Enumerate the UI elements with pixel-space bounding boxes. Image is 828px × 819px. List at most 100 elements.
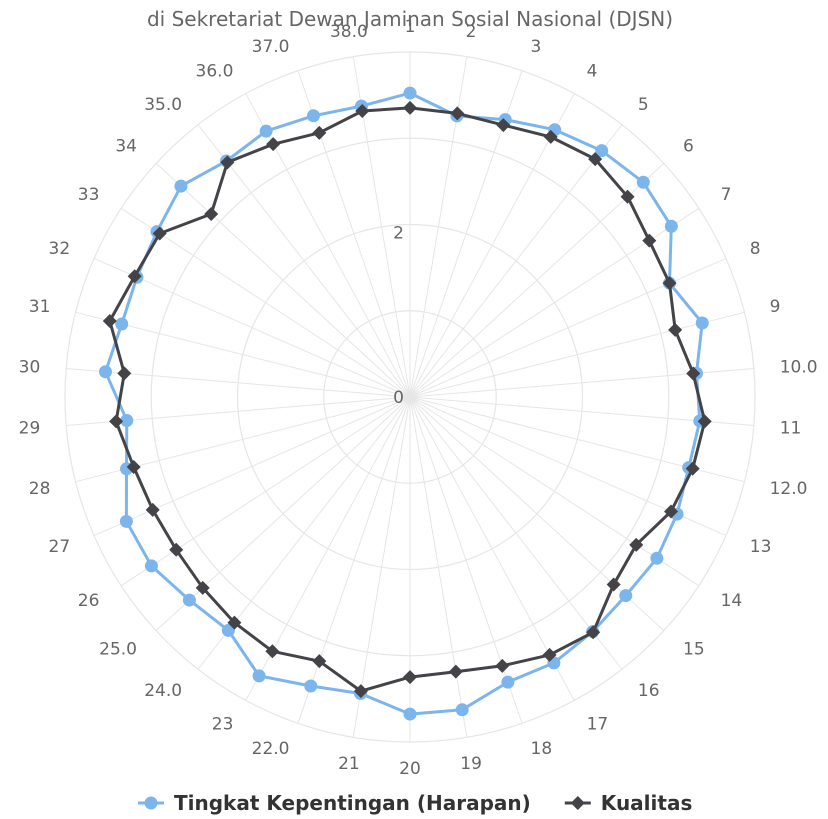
category-label: 34 (115, 137, 137, 157)
category-label: 24.0 (144, 681, 182, 701)
data-point (685, 461, 700, 476)
grid-spoke (155, 396, 411, 632)
category-label: 25.0 (99, 639, 137, 659)
data-point (606, 577, 621, 592)
data-point (306, 109, 320, 123)
category-label: 20 (399, 759, 421, 779)
chart-legend: Tingkat Kepentingan (Harapan) Kualitas (138, 791, 692, 815)
data-point (119, 514, 133, 528)
category-label: 7 (721, 185, 732, 205)
data-point (312, 654, 327, 669)
category-label: 10.0 (780, 357, 818, 377)
data-point (144, 559, 158, 573)
chart-grid (64, 51, 756, 743)
grid-spoke (409, 396, 700, 587)
data-point (145, 502, 160, 517)
data-point (636, 175, 650, 189)
data-point (265, 644, 280, 659)
data-point (98, 365, 112, 379)
legend-symbol (570, 796, 585, 810)
category-label: 14 (721, 591, 743, 611)
data-point (619, 589, 633, 603)
category-label: 32 (49, 239, 71, 259)
grid-spoke (297, 70, 411, 398)
data-point (664, 504, 679, 519)
legend-symbol (144, 796, 158, 810)
data-point (115, 317, 129, 331)
grid-spoke (409, 93, 575, 398)
grid-spoke (409, 396, 575, 701)
data-point (642, 233, 657, 248)
data-point (259, 124, 273, 138)
data-point (227, 615, 242, 630)
grid-spoke (409, 311, 745, 398)
category-label: 28 (29, 479, 51, 499)
grid-spoke (409, 396, 623, 670)
data-point (450, 106, 465, 121)
category-label: 26 (78, 591, 100, 611)
grid-spoke (409, 162, 665, 398)
data-point (455, 703, 469, 717)
category-label: 31 (29, 297, 51, 317)
grid-spoke (75, 311, 411, 398)
grid-spoke (297, 396, 411, 724)
category-label: 15 (683, 639, 705, 659)
category-label: 21 (338, 754, 360, 774)
radial-tick-labels: 02 (393, 224, 404, 408)
category-label: 11 (780, 419, 802, 439)
data-point (695, 316, 709, 330)
grid-spoke (352, 396, 411, 738)
category-label: 4 (587, 62, 598, 82)
category-label: 13 (750, 537, 772, 557)
category-label: 33 (78, 185, 100, 205)
category-label: 5 (638, 95, 649, 115)
data-point (403, 100, 417, 115)
category-label: 22.0 (252, 739, 290, 759)
category-label: 6 (683, 137, 694, 157)
grid-spoke (93, 396, 411, 537)
grid-spoke (409, 207, 700, 398)
data-point (495, 658, 510, 673)
legend-label: Kualitas (601, 791, 693, 815)
category-label: 35.0 (144, 95, 182, 115)
category-label: 37.0 (252, 37, 290, 57)
data-point (650, 551, 664, 565)
data-point (542, 647, 557, 662)
y-tick-label: 2 (393, 224, 404, 244)
grid-spoke (155, 162, 411, 398)
data-point (668, 322, 683, 337)
grid-spoke (409, 124, 623, 398)
data-point (403, 670, 417, 685)
category-label: 23 (212, 714, 234, 734)
data-point (403, 707, 417, 721)
grid-spoke (120, 207, 411, 398)
data-point (312, 125, 327, 140)
category-label: 8 (750, 239, 761, 259)
category-label: 27 (49, 537, 71, 557)
data-point (620, 189, 635, 204)
data-point (120, 413, 134, 427)
category-label: 30 (19, 357, 41, 377)
category-label: 29 (19, 419, 41, 439)
chart-series (98, 86, 712, 721)
legend-label: Tingkat Kepentingan (Harapan) (174, 791, 531, 815)
data-point (304, 679, 318, 693)
grid-spoke (120, 396, 411, 587)
data-point (403, 86, 417, 100)
category-label: 2 (466, 22, 477, 42)
data-point (697, 414, 712, 429)
data-point (664, 219, 678, 233)
data-point (543, 129, 558, 144)
data-point (448, 664, 463, 679)
data-point (629, 537, 644, 552)
data-point (686, 366, 701, 381)
grid-spoke (93, 257, 411, 398)
data-point (109, 414, 124, 429)
data-point (174, 179, 188, 193)
data-point (127, 269, 142, 284)
data-point (588, 152, 603, 167)
data-point (152, 226, 167, 241)
data-point (182, 593, 196, 607)
data-point (117, 366, 132, 381)
